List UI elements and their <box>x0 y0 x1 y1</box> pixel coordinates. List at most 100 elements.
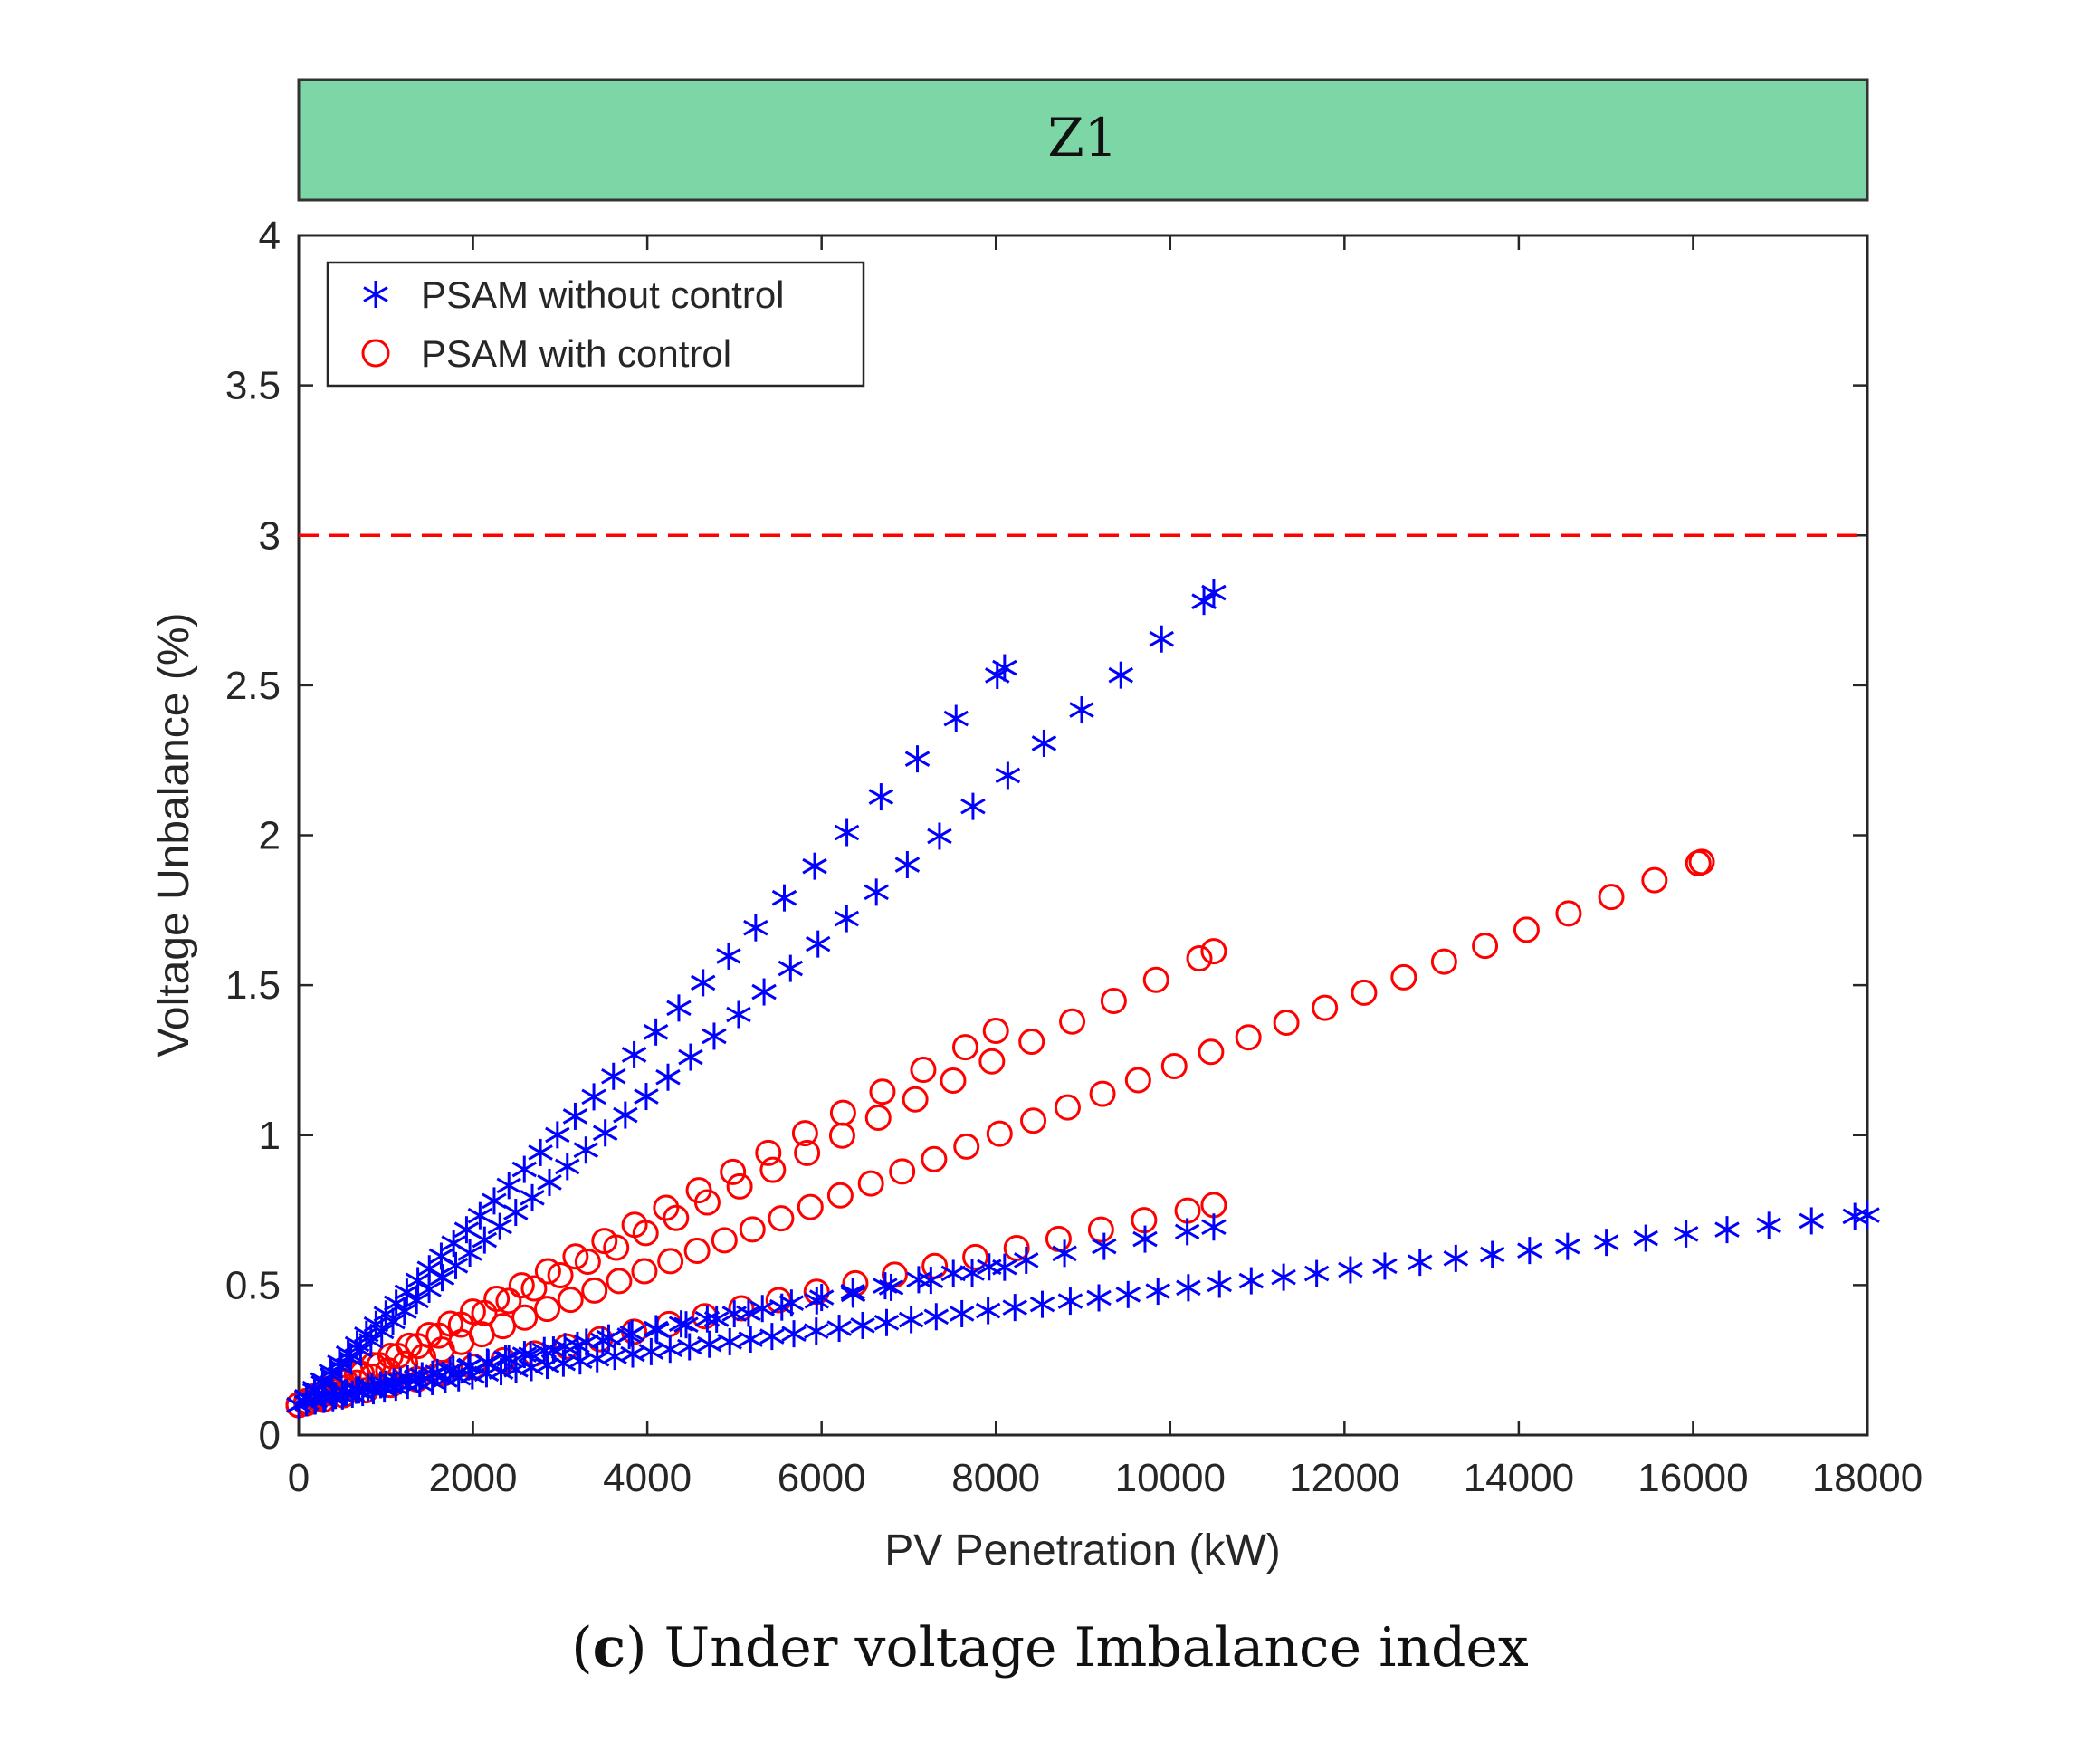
data-point <box>1673 1220 1699 1248</box>
data-point <box>1031 729 1057 757</box>
data-point <box>643 1018 669 1046</box>
data-point <box>794 1139 821 1166</box>
data-point <box>940 1067 967 1094</box>
data-point <box>394 1278 420 1306</box>
data-point <box>1124 1067 1151 1094</box>
data-point <box>1002 1294 1027 1322</box>
data-point <box>1688 848 1715 876</box>
data-point <box>358 1327 384 1355</box>
data-point <box>720 1158 747 1185</box>
data-point <box>557 1287 584 1314</box>
data-point <box>565 1331 590 1359</box>
data-point <box>653 1194 680 1221</box>
data-point <box>487 1212 512 1240</box>
x-tick-label: 18000 <box>1812 1456 1923 1500</box>
data-point <box>834 818 860 847</box>
data-point <box>778 954 804 982</box>
data-point <box>703 1305 730 1333</box>
panel-header <box>297 78 1869 202</box>
data-point <box>768 1205 795 1232</box>
data-point <box>739 1216 766 1243</box>
x-tick-label: 14000 <box>1464 1456 1574 1500</box>
data-point <box>1160 1052 1188 1079</box>
data-point <box>329 1354 354 1382</box>
data-point <box>673 1311 699 1339</box>
data-point <box>392 1297 417 1326</box>
data-point <box>1235 1024 1262 1051</box>
caption-label: c <box>592 1616 626 1680</box>
data-point <box>634 1083 659 1111</box>
data-point <box>771 884 797 912</box>
data-point <box>496 1172 521 1200</box>
data-point <box>613 1101 638 1129</box>
data-point <box>621 1040 647 1068</box>
data-point <box>1271 1263 1296 1291</box>
data-point <box>986 1120 1013 1147</box>
data-point <box>978 1048 1006 1075</box>
data-point <box>826 1315 852 1343</box>
data-point <box>1115 1280 1141 1308</box>
data-point <box>1756 1211 1781 1240</box>
data-point <box>696 1330 722 1358</box>
data-point <box>420 1360 445 1388</box>
y-tick-label: 3 <box>259 513 281 558</box>
y-tick-label: 1 <box>259 1114 281 1158</box>
x-tick-label: 4000 <box>603 1456 692 1500</box>
data-point <box>869 1078 896 1106</box>
data-point <box>416 1275 442 1303</box>
data-point <box>511 1341 538 1369</box>
data-point <box>1174 1218 1200 1246</box>
data-point <box>1100 987 1127 1014</box>
data-point <box>606 1268 633 1295</box>
data-point <box>918 1267 944 1295</box>
caption-text: Under voltage Imbalance index <box>646 1616 1529 1680</box>
data-point <box>1593 1229 1619 1257</box>
y-tick-label: 4 <box>259 214 281 258</box>
data-point <box>1200 938 1227 965</box>
data-point <box>759 1323 785 1351</box>
data-point <box>562 1243 589 1270</box>
data-point <box>1517 1237 1542 1265</box>
data-point <box>550 1349 577 1377</box>
x-tick-label: 2000 <box>429 1456 518 1500</box>
data-point <box>1390 963 1418 991</box>
data-point <box>902 1086 929 1113</box>
data-point <box>834 904 860 933</box>
data-point <box>1149 625 1174 653</box>
data-point <box>711 1227 738 1254</box>
data-point <box>1108 661 1134 689</box>
data-point <box>1176 1274 1201 1302</box>
data-point <box>873 1308 900 1336</box>
data-point <box>1555 1232 1580 1260</box>
data-point <box>471 1299 498 1326</box>
data-point <box>864 878 889 906</box>
data-point <box>702 1022 727 1050</box>
data-point <box>496 1345 521 1373</box>
x-axis-ticks: 0 2000 4000 6000 8000 10000 12000 14000 16000 180… <box>288 235 1923 1500</box>
data-point <box>1059 1008 1086 1035</box>
data-point <box>797 1193 824 1220</box>
data-point <box>728 1295 755 1322</box>
legend-entry-with-control: PSAM with control <box>421 332 731 375</box>
data-point <box>951 1034 978 1061</box>
data-point <box>676 1333 702 1361</box>
data-point <box>537 1168 562 1196</box>
data-point <box>1472 933 1499 960</box>
data-point <box>1057 1287 1083 1316</box>
data-point <box>826 1182 854 1209</box>
data-point <box>1198 1038 1225 1066</box>
data-point <box>1052 1240 1077 1268</box>
data-point <box>655 1063 681 1091</box>
data-point <box>590 1326 616 1354</box>
data-point <box>644 1316 670 1345</box>
series-without-control <box>286 579 1880 1419</box>
data-point <box>868 783 894 811</box>
x-tick-label: 16000 <box>1637 1456 1748 1500</box>
data-point <box>726 1000 751 1029</box>
data-point <box>528 1138 553 1166</box>
data-point <box>743 914 768 942</box>
data-point <box>904 745 931 773</box>
data-point <box>373 1370 398 1398</box>
x-tick-label: 0 <box>288 1456 310 1500</box>
